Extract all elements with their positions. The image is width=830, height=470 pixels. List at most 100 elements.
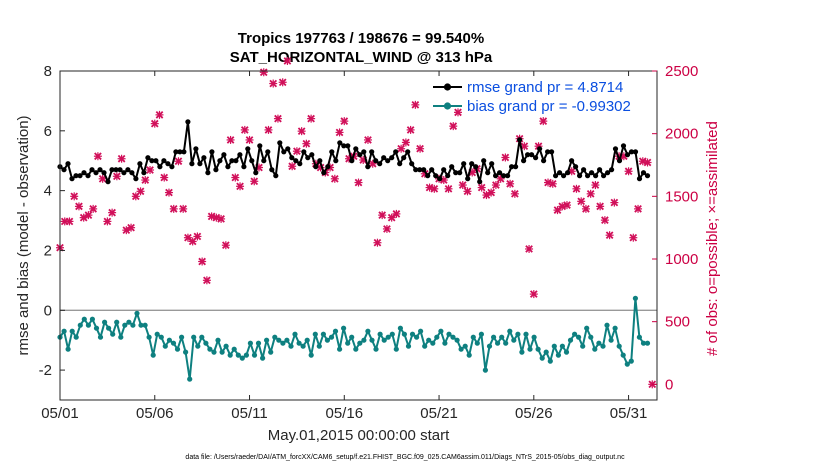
bias-data-point [158, 334, 164, 340]
rmse-data-point [65, 161, 71, 167]
bias-data-point [418, 328, 424, 334]
rmse-data-point [385, 158, 391, 164]
rmse-data-point [513, 164, 519, 170]
bias-data-point [523, 331, 529, 337]
obs-assimilated-marker [65, 217, 74, 226]
obs-assimilated-marker [264, 125, 273, 134]
rmse-data-point [229, 158, 235, 164]
bias-data-point [503, 340, 509, 346]
rmse-data-point [401, 155, 407, 161]
rmse-data-point [616, 158, 623, 164]
bias-data-point [381, 337, 387, 343]
rmse-data-point [89, 167, 95, 173]
obs-assimilated-marker [112, 172, 121, 181]
bias-data-point [316, 343, 322, 349]
rmse-data-point [301, 149, 307, 155]
bias-data-point [215, 337, 221, 343]
rmse-data-point [345, 143, 351, 149]
y-tick-label-right: 1500 [665, 188, 698, 205]
obs-assimilated-marker [292, 147, 301, 156]
rmse-data-point [369, 149, 375, 155]
rmse-data-point [189, 161, 195, 167]
rmse-data-point [69, 176, 75, 182]
bias-data-point [434, 334, 440, 340]
rmse-data-point [181, 149, 187, 155]
rmse-data-point [77, 173, 83, 179]
rmse-data-point [221, 152, 227, 158]
rmse-data-point [569, 158, 575, 164]
obs-assimilated-marker [84, 211, 93, 220]
legend-marker-rmse [443, 83, 452, 91]
obs-assimilated-marker [127, 223, 136, 232]
obs-assimilated-marker [378, 211, 387, 220]
bias-data-point [535, 346, 541, 352]
rmse-data-point [585, 173, 591, 179]
legend-marker-bias [443, 102, 452, 110]
obs-assimilated-marker [411, 100, 420, 109]
chart-title-line1: Tropics 197763 / 198676 = 99.540% [238, 30, 484, 47]
rmse-data-point [197, 161, 203, 167]
obs-assimilated-marker [596, 202, 605, 211]
rmse-data-point [593, 173, 599, 179]
bias-data-point [409, 331, 416, 337]
bias-data-point [385, 334, 391, 340]
bias-data-point [227, 352, 233, 358]
bias-data-point [551, 343, 557, 349]
bias-data-point [491, 334, 497, 340]
bias-data-point [97, 334, 104, 340]
rmse-data-point [173, 149, 179, 155]
bias-data-point [61, 328, 67, 334]
y-tick-label-left: 4 [44, 183, 52, 200]
bias-data-point [239, 355, 245, 361]
rmse-data-point [217, 158, 223, 164]
bias-data-point [77, 322, 83, 328]
rmse-data-point [485, 170, 491, 176]
bias-data-point [507, 328, 513, 334]
rmse-data-point [433, 173, 439, 179]
obs-assimilated-marker [174, 157, 183, 166]
x-tick-label: 05/06 [136, 405, 174, 422]
obs-assimilated-marker [572, 184, 581, 193]
rmse-data-point [145, 155, 151, 161]
rmse-data-point [373, 158, 379, 164]
legend-label-bias: bias grand pr = -0.99302 [467, 98, 631, 115]
obs-assimilated-marker [269, 79, 278, 88]
rmse-data-point [201, 155, 207, 161]
rmse-data-point [289, 155, 295, 161]
obs-assimilated-marker [430, 184, 439, 193]
bias-data-point [114, 319, 120, 325]
rmse-data-point [409, 161, 415, 167]
rmse-data-point [73, 173, 79, 179]
rmse-data-point [453, 170, 459, 176]
obs-assimilated-marker [136, 187, 145, 196]
obs-assimilated-marker [198, 257, 207, 266]
bias-data-point [69, 328, 75, 334]
obs-assimilated-marker [297, 127, 306, 136]
bias-data-point [454, 337, 460, 343]
rmse-data-point [141, 170, 147, 176]
bias-data-point [337, 346, 343, 352]
obs-assimilated-marker [155, 110, 164, 119]
obs-assimilated-marker [591, 181, 600, 190]
rmse-data-point [121, 170, 127, 176]
rmse-data-point [365, 164, 371, 170]
bias-data-point [191, 334, 197, 340]
obs-assimilated-marker [202, 276, 211, 285]
bias-data-point [146, 334, 152, 340]
bias-data-point [527, 346, 533, 352]
bias-data-point [401, 331, 407, 337]
obs-assimilated-marker [93, 152, 102, 161]
obs-assimilated-marker [273, 114, 282, 123]
rmse-data-point [293, 158, 299, 164]
bias-data-point [251, 352, 258, 358]
obs-assimilated-marker [600, 216, 609, 225]
rmse-data-point [157, 164, 163, 170]
rmse-data-point [285, 146, 291, 152]
obs-assimilated-marker [610, 198, 619, 207]
bias-data-point [576, 334, 582, 340]
bias-data-point [539, 355, 545, 361]
rmse-data-point [193, 146, 199, 152]
bias-data-point [85, 322, 91, 328]
bias-data-point [600, 343, 606, 349]
obs-assimilated-marker [586, 189, 595, 198]
